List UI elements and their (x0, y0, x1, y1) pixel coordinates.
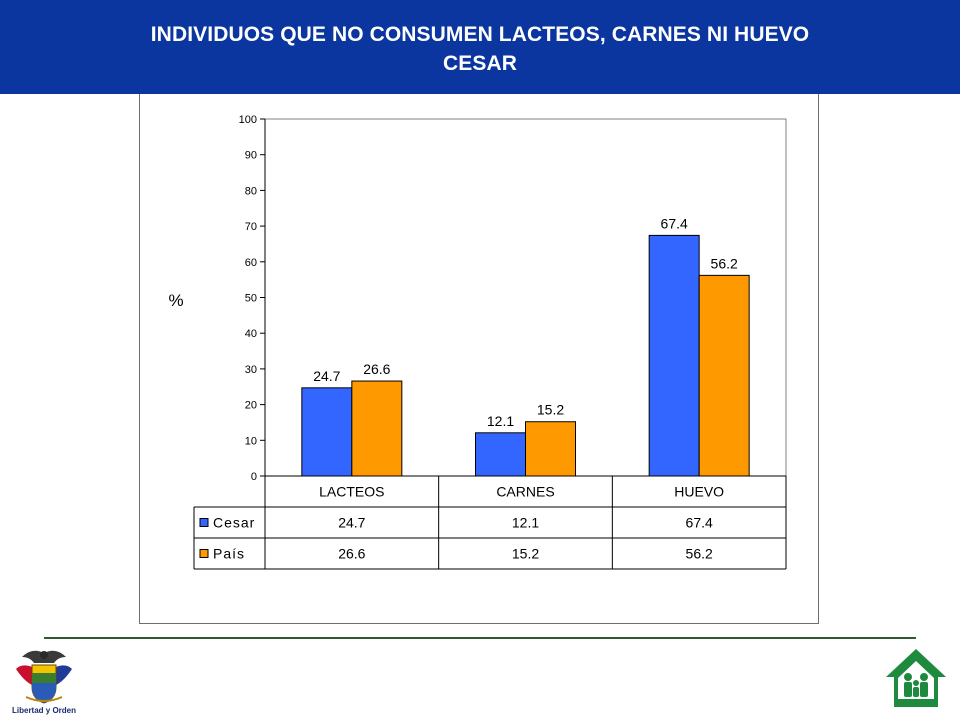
data-label: 12.1 (487, 413, 514, 429)
coat-of-arms-caption: Libertad y Orden (12, 706, 76, 715)
y-tick-label: 100 (239, 114, 257, 126)
data-label: 26.6 (363, 361, 390, 377)
table-cell: 67.4 (686, 515, 713, 531)
bar-pas-lacteos (351, 380, 403, 477)
table-cell: 26.6 (338, 546, 365, 562)
y-tick-label: 30 (245, 364, 257, 376)
chart-frame: 0 10 20 30 40 50 60 70 80 90 100% 24.7 26.6 12.1 15.2 6… (139, 94, 819, 624)
y-tick-label: 80 (245, 185, 257, 197)
y-tick-label: 20 (245, 400, 257, 412)
legend-entry: Cesar (213, 515, 255, 531)
title-banner: INDIVIDUOS QUE NO CONSUMEN LACTEOS, CARN… (0, 0, 960, 94)
y-axis-label: % (168, 291, 183, 310)
data-label: 24.7 (313, 368, 340, 384)
table-cell: 24.7 (338, 515, 365, 531)
y-tick-label: 0 (251, 471, 257, 483)
colombia-coat-of-arms-icon: Libertad y Orden (12, 650, 76, 715)
y-tick-label: 70 (245, 221, 257, 233)
footer-divider (44, 637, 916, 639)
bar-pas-carnes (525, 421, 576, 477)
y-tick-label: 40 (245, 328, 257, 340)
table-cell: 56.2 (686, 546, 713, 562)
data-label: 56.2 (711, 255, 738, 271)
legend-swatch (199, 518, 209, 527)
data-label: 67.4 (661, 215, 688, 231)
legend-entry: País (213, 546, 245, 562)
y-tick-label: 60 (245, 257, 257, 269)
table-cell: 12.1 (512, 515, 539, 531)
x-category-label: LACTEOS (319, 484, 384, 500)
bar-cesar-huevo (648, 234, 700, 477)
y-tick-label: 90 (245, 150, 257, 162)
legend-swatch (199, 549, 209, 558)
table-cell: 15.2 (512, 546, 539, 562)
bar-cesar-lacteos (301, 387, 353, 477)
bar-cesar-carnes (475, 432, 526, 477)
y-tick-label: 50 (245, 293, 257, 305)
page-title-line-1: INDIVIDUOS QUE NO CONSUMEN LACTEOS, CARN… (150, 23, 810, 46)
icbf-family-house-icon (886, 649, 946, 707)
y-tick-label: 10 (245, 435, 257, 447)
page-title-line-2: CESAR (442, 52, 517, 75)
data-label: 15.2 (537, 402, 564, 418)
bar-chart: 0 10 20 30 40 50 60 70 80 90 100% 24.7 26.6 12.1 15.2 6… (168, 114, 787, 570)
x-category-label: CARNES (496, 484, 554, 500)
bar-pas-huevo (698, 274, 750, 477)
x-category-label: HUEVO (674, 484, 724, 500)
